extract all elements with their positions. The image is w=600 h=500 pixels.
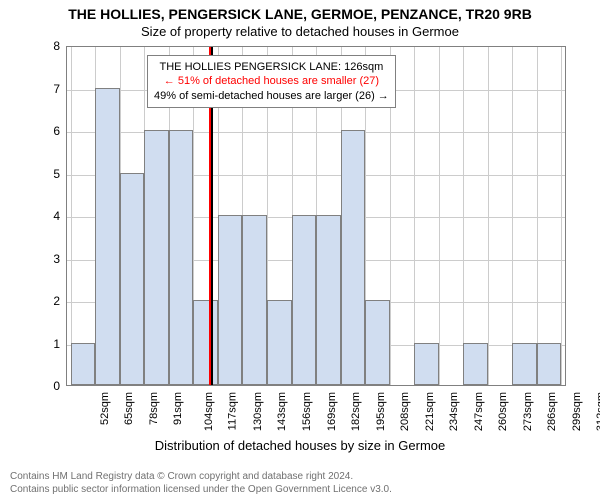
gridline-v xyxy=(439,47,440,385)
xtick-label: 91sqm xyxy=(172,392,184,425)
histogram-bar xyxy=(144,130,169,385)
histogram-bar xyxy=(292,215,317,385)
plot-area: THE HOLLIES PENGERSICK LANE: 126sqm ← 51… xyxy=(66,46,566,386)
histogram-bar xyxy=(71,343,96,386)
gridline-v xyxy=(71,47,72,385)
ytick-label: 1 xyxy=(30,337,60,351)
histogram-bar xyxy=(267,300,292,385)
xtick-label: 156sqm xyxy=(301,392,313,431)
gridline-v xyxy=(463,47,464,385)
annotation-box: THE HOLLIES PENGERSICK LANE: 126sqm ← 51… xyxy=(147,55,396,108)
histogram-bar xyxy=(169,130,194,385)
xtick-label: 65sqm xyxy=(123,392,135,425)
xtick-label: 286sqm xyxy=(546,392,558,431)
ytick-label: 0 xyxy=(30,379,60,393)
ytick-label: 6 xyxy=(30,124,60,138)
xtick-label: 104sqm xyxy=(203,392,215,431)
annotation-line2: ← 51% of detached houses are smaller (27… xyxy=(154,74,389,88)
ytick-label: 2 xyxy=(30,294,60,308)
xtick-label: 182sqm xyxy=(350,392,362,431)
footer-line1: Contains HM Land Registry data © Crown c… xyxy=(10,471,392,484)
histogram-bar xyxy=(512,343,537,386)
histogram-bar xyxy=(95,88,120,386)
chart-title-line1: THE HOLLIES, PENGERSICK LANE, GERMOE, PE… xyxy=(0,6,600,22)
xtick-label: 221sqm xyxy=(424,392,436,431)
ytick-label: 8 xyxy=(30,39,60,53)
footer-line2: Contains public sector information licen… xyxy=(10,484,392,497)
annotation-line1: THE HOLLIES PENGERSICK LANE: 126sqm xyxy=(154,60,389,74)
histogram-bar xyxy=(120,173,145,386)
xtick-label: 247sqm xyxy=(473,392,485,431)
gridline-v xyxy=(488,47,489,385)
histogram-bar xyxy=(242,215,267,385)
histogram-bar xyxy=(193,300,218,385)
footer-attribution: Contains HM Land Registry data © Crown c… xyxy=(10,471,392,496)
histogram-bar xyxy=(341,130,366,385)
gridline-v xyxy=(512,47,513,385)
chart-title-line2: Size of property relative to detached ho… xyxy=(0,24,600,39)
histogram-bar xyxy=(316,215,341,385)
ytick-label: 5 xyxy=(30,167,60,181)
xtick-label: 299sqm xyxy=(571,392,583,431)
histogram-bar xyxy=(414,343,439,386)
histogram-bar xyxy=(463,343,488,386)
xtick-label: 78sqm xyxy=(148,392,160,425)
xtick-label: 130sqm xyxy=(252,392,264,431)
xtick-label: 143sqm xyxy=(277,392,289,431)
histogram-bar xyxy=(218,215,243,385)
xtick-label: 52sqm xyxy=(99,392,111,425)
ytick-label: 4 xyxy=(30,209,60,223)
xtick-label: 195sqm xyxy=(375,392,387,431)
ytick-label: 3 xyxy=(30,252,60,266)
xtick-label: 312sqm xyxy=(595,392,600,431)
xtick-label: 260sqm xyxy=(497,392,509,431)
xtick-label: 234sqm xyxy=(448,392,460,431)
x-axis-label: Distribution of detached houses by size … xyxy=(0,438,600,453)
xtick-label: 208sqm xyxy=(399,392,411,431)
xtick-label: 273sqm xyxy=(522,392,534,431)
chart-container: THE HOLLIES, PENGERSICK LANE, GERMOE, PE… xyxy=(0,0,600,500)
xtick-label: 117sqm xyxy=(227,392,239,430)
histogram-bar xyxy=(537,343,562,386)
histogram-bar xyxy=(365,300,390,385)
xtick-label: 169sqm xyxy=(326,392,338,431)
gridline-v xyxy=(561,47,562,385)
gridline-v xyxy=(537,47,538,385)
ytick-label: 7 xyxy=(30,82,60,96)
gridline-v xyxy=(414,47,415,385)
annotation-line3: 49% of semi-detached houses are larger (… xyxy=(154,89,389,103)
